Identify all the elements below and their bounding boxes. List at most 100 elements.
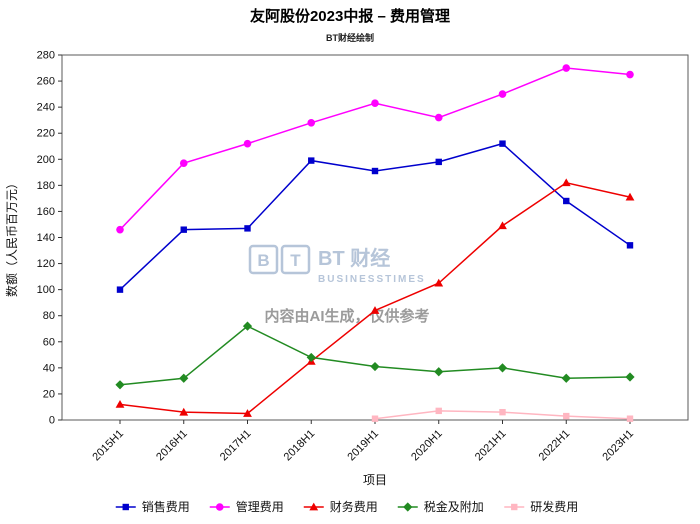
watermark-logo-box-b <box>248 244 279 275</box>
watermark: B T BT 财经 BUSINESSTIMES 内容由AI生成，仅供参考 <box>248 244 430 325</box>
x-tick-label: 2017H1 <box>218 428 254 464</box>
data-point-marker <box>309 502 319 511</box>
series-1 <box>116 64 634 234</box>
data-point-marker <box>122 503 129 511</box>
data-point-marker <box>179 407 189 416</box>
legend-label: 管理费用 <box>236 499 284 514</box>
legend-item-3: 税金及附加 <box>397 499 484 514</box>
series-2 <box>115 178 635 417</box>
data-point-marker <box>371 415 379 422</box>
data-point-marker <box>243 139 252 148</box>
data-point-marker <box>563 197 570 205</box>
legend-item-1: 管理费用 <box>209 499 284 514</box>
data-point-marker <box>626 70 634 79</box>
y-tick-label: 180 <box>37 180 55 192</box>
data-point-marker <box>434 367 444 377</box>
y-axis-label: 数额（人民币百万元） <box>4 177 19 297</box>
watermark-brand-sub: BUSINESSTIMES <box>318 274 426 285</box>
series-0 <box>116 140 634 293</box>
series-line <box>119 67 631 231</box>
data-point-marker <box>499 140 506 147</box>
y-tick-label: 100 <box>37 284 55 296</box>
data-point-marker <box>115 399 125 408</box>
data-point-marker <box>306 352 316 363</box>
x-axis-label: 项目 <box>363 473 387 487</box>
chart-title: 友阿股份2023中报 – 费用管理 <box>250 7 450 25</box>
data-point-marker <box>371 167 379 175</box>
data-point-marker <box>116 286 124 293</box>
y-tick-label: 40 <box>43 362 55 374</box>
data-point-marker <box>179 373 189 383</box>
y-tick-label: 80 <box>43 310 55 322</box>
legend-label: 销售费用 <box>142 499 190 514</box>
data-point-marker <box>180 226 187 233</box>
data-point-marker <box>307 118 316 127</box>
watermark-logo-box-t <box>280 244 311 275</box>
data-point-marker <box>115 380 125 390</box>
y-tick-label: 20 <box>43 388 55 400</box>
data-point-marker <box>511 503 518 511</box>
y-tick-label: 220 <box>37 128 55 140</box>
data-point-marker <box>179 159 188 167</box>
data-point-marker <box>116 225 124 234</box>
x-tick-label: 2016H1 <box>154 428 190 464</box>
data-point-marker <box>561 178 571 187</box>
data-point-marker <box>434 278 444 287</box>
x-tick-label: 2022H1 <box>537 428 573 464</box>
y-tick-label: 200 <box>37 154 55 166</box>
chart-subtitle: BT财经绘制 <box>326 32 374 43</box>
data-point-marker <box>561 373 571 383</box>
legend-item-4: 研发费用 <box>504 499 578 514</box>
y-tick-label: 0 <box>49 415 55 427</box>
watermark-disclaimer: 内容由AI生成，仅供参考 <box>264 307 429 325</box>
legend-item-0: 销售费用 <box>115 499 190 514</box>
legend-label: 研发费用 <box>530 499 578 514</box>
x-tick-label: 2020H1 <box>409 428 445 464</box>
data-point-marker <box>242 321 253 331</box>
y-tick-label: 240 <box>37 102 55 114</box>
data-point-marker <box>215 503 224 511</box>
y-tick-label: 140 <box>37 232 55 244</box>
data-point-marker <box>498 221 507 230</box>
data-point-marker <box>244 225 251 232</box>
y-tick-label: 160 <box>37 206 55 218</box>
data-point-marker <box>243 409 252 417</box>
x-tick-label: 2019H1 <box>345 428 381 464</box>
legend-item-2: 财务费用 <box>303 499 378 514</box>
y-tick-label: 280 <box>37 50 55 62</box>
data-point-marker <box>625 192 635 201</box>
x-tick-label: 2021H1 <box>473 428 509 464</box>
data-point-marker <box>435 407 442 415</box>
x-tick-label: 2018H1 <box>282 428 318 464</box>
data-point-marker <box>435 158 442 166</box>
watermark-logo-letter-b: B <box>257 251 269 270</box>
data-point-marker <box>562 64 571 72</box>
data-point-marker <box>563 412 570 420</box>
data-point-marker <box>498 90 507 98</box>
legend-label: 财务费用 <box>330 499 378 514</box>
series-line <box>119 181 631 415</box>
data-point-marker <box>370 306 380 314</box>
data-point-marker <box>497 363 508 373</box>
legend-label: 税金及附加 <box>424 499 484 514</box>
x-tick-label: 2023H1 <box>600 428 636 464</box>
y-tick-label: 120 <box>37 258 55 270</box>
data-point-marker <box>625 372 635 382</box>
x-tick-label: 2015H1 <box>90 428 126 464</box>
series-line <box>119 325 631 386</box>
watermark-brand: BT 财经 <box>318 246 390 270</box>
y-tick-label: 260 <box>37 76 55 88</box>
series-4 <box>371 407 634 422</box>
data-point-marker <box>434 113 443 122</box>
data-point-marker <box>499 408 506 416</box>
data-point-marker <box>403 502 413 512</box>
data-point-marker <box>308 157 315 164</box>
data-point-marker <box>371 99 379 108</box>
legend: 销售费用 管理费用 财务费用 税金及附加 研发费用 <box>115 499 578 514</box>
data-point-marker <box>626 415 634 422</box>
data-point-marker <box>370 361 380 372</box>
series-3 <box>115 321 635 390</box>
watermark-logo-letter-t: T <box>290 251 301 270</box>
